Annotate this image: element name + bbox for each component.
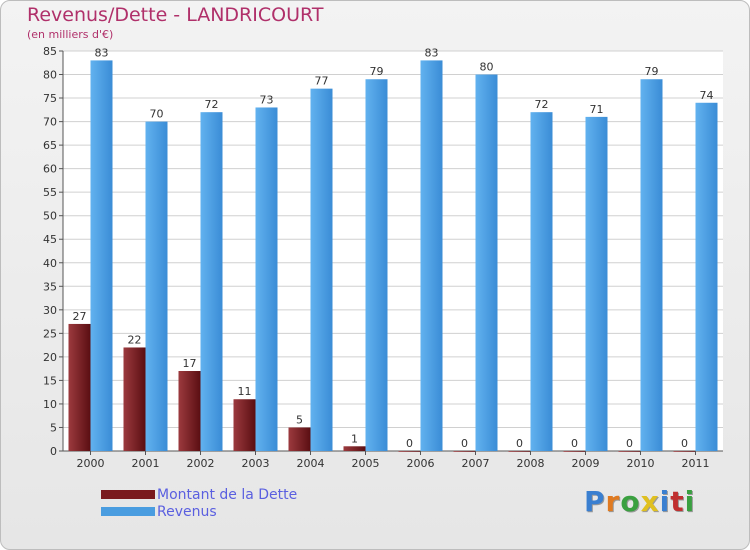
legend-swatch-debt — [101, 490, 155, 499]
data-label-debt: 5 — [296, 413, 303, 426]
y-tick-label: 0 — [50, 445, 57, 458]
logo-letter: o — [620, 485, 641, 518]
x-tick-label: 2006 — [407, 457, 435, 470]
x-tick-label: 2011 — [682, 457, 710, 470]
bar-revenue — [200, 112, 223, 452]
bar-debt — [288, 427, 311, 451]
data-label-debt: 11 — [238, 385, 252, 398]
bar-revenue — [365, 79, 388, 451]
y-tick-label: 50 — [43, 210, 57, 223]
x-tick-label: 2000 — [77, 457, 105, 470]
bar-debt — [68, 323, 91, 451]
bar-revenue — [145, 121, 168, 452]
data-label-debt: 22 — [128, 333, 142, 346]
data-label-revenue: 83 — [425, 46, 439, 59]
x-tick-label: 2009 — [572, 457, 600, 470]
bar-debt — [343, 446, 366, 451]
y-tick-label: 65 — [43, 139, 57, 152]
logo-letter: t — [670, 485, 685, 518]
bar-debt — [673, 451, 696, 452]
chart-subtitle: (en milliers d'€) — [27, 28, 114, 41]
data-label-debt: 1 — [351, 432, 358, 445]
bar-revenue — [255, 107, 278, 452]
legend-label-revenue: Revenus — [157, 504, 217, 520]
bar-debt — [563, 451, 586, 452]
bar-debt — [508, 451, 531, 452]
y-tick-label: 10 — [43, 398, 57, 411]
logo-letter: r — [605, 485, 621, 518]
bar-revenue — [530, 112, 553, 452]
x-tick-label: 2005 — [352, 457, 380, 470]
chart-title: Revenus/Dette - LANDRICOURT — [27, 4, 324, 26]
data-label-debt: 17 — [183, 357, 197, 370]
data-label-revenue: 70 — [150, 108, 164, 121]
y-tick-label: 20 — [43, 351, 57, 364]
data-label-debt: 0 — [681, 437, 688, 450]
data-label-debt: 0 — [516, 437, 523, 450]
bar-debt — [123, 347, 146, 451]
bar-debt — [398, 451, 421, 452]
data-label-revenue: 72 — [535, 98, 549, 111]
bar-revenue — [475, 74, 498, 451]
bar-revenue — [695, 102, 718, 451]
proxiti-logo: Proxiti — [584, 485, 695, 518]
data-label-debt: 27 — [73, 310, 87, 323]
y-tick-label: 5 — [50, 421, 57, 434]
y-tick-label: 80 — [43, 69, 57, 82]
data-label-revenue: 83 — [95, 46, 109, 59]
y-tick-label: 25 — [43, 327, 57, 340]
plot-area — [63, 51, 723, 451]
bar-revenue — [585, 116, 608, 451]
data-label-revenue: 77 — [315, 75, 329, 88]
logo-letter: P — [584, 485, 606, 518]
x-tick-label: 2008 — [517, 457, 545, 470]
x-tick-label: 2004 — [297, 457, 325, 470]
legend-swatch-revenue — [101, 507, 155, 516]
y-tick-label: 85 — [43, 45, 57, 58]
x-tick-label: 2001 — [132, 457, 160, 470]
y-tick-label: 55 — [43, 186, 57, 199]
legend-label-debt: Montant de la Dette — [157, 487, 298, 503]
y-tick-label: 75 — [43, 92, 57, 105]
bar-debt — [453, 451, 476, 452]
y-tick-label: 45 — [43, 233, 57, 246]
bar-debt — [618, 451, 641, 452]
y-tick-label: 40 — [43, 257, 57, 270]
y-tick-label: 60 — [43, 163, 57, 176]
data-label-revenue: 80 — [480, 61, 494, 74]
x-tick-label: 2010 — [627, 457, 655, 470]
bar-debt — [178, 371, 201, 451]
x-tick-label: 2003 — [242, 457, 270, 470]
data-label-revenue: 79 — [645, 65, 659, 78]
data-label-debt: 0 — [461, 437, 468, 450]
logo-letter: i — [659, 485, 671, 518]
x-tick-label: 2002 — [187, 457, 215, 470]
data-label-revenue: 71 — [590, 103, 604, 116]
y-tick-label: 35 — [43, 280, 57, 293]
bar-revenue — [420, 60, 443, 451]
y-tick-label: 15 — [43, 374, 57, 387]
bar-revenue — [640, 79, 663, 451]
bar-revenue — [90, 60, 113, 451]
logo-letter: i — [684, 485, 696, 518]
data-label-revenue: 74 — [700, 89, 714, 102]
bar-revenue — [310, 88, 333, 451]
y-tick-label: 30 — [43, 304, 57, 317]
data-label-debt: 0 — [571, 437, 578, 450]
logo-letter: x — [640, 485, 660, 518]
data-label-debt: 0 — [406, 437, 413, 450]
x-tick-label: 2007 — [462, 457, 490, 470]
data-label-debt: 0 — [626, 437, 633, 450]
y-tick-label: 70 — [43, 116, 57, 129]
data-label-revenue: 79 — [370, 65, 384, 78]
bar-debt — [233, 399, 256, 451]
data-label-revenue: 73 — [260, 93, 274, 106]
data-label-revenue: 72 — [205, 98, 219, 111]
